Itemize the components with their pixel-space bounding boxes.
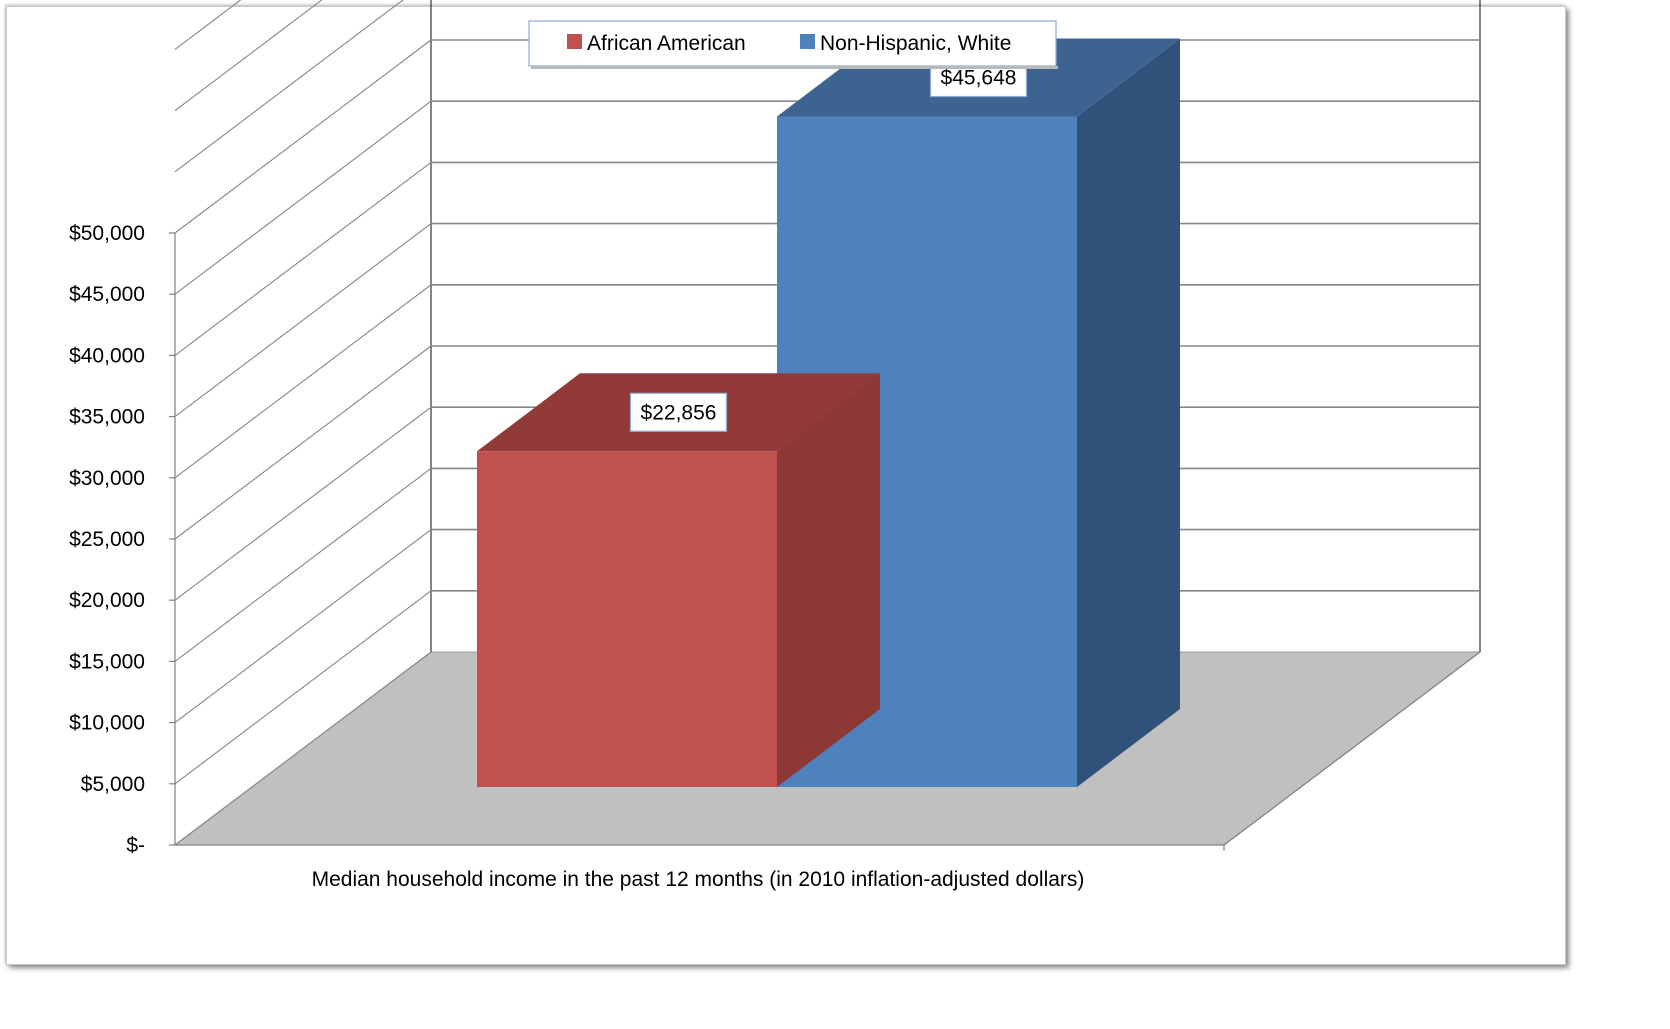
legend-label-african-american: African American <box>587 32 746 55</box>
side-gridline <box>174 0 242 50</box>
side-gridline <box>174 406 432 601</box>
y-tick-label: $25,000 <box>69 528 145 551</box>
data-label-value: $22,856 <box>641 401 717 424</box>
side-gridline <box>174 0 404 173</box>
legend-swatch-non-hispanic-white <box>800 34 815 49</box>
legend-swatch-african-american <box>567 34 582 49</box>
data-label-value: $45,648 <box>941 67 1017 90</box>
y-axis: $- $5,000 $10,000 $15,000 $20,000 $25,000 $30,… <box>69 222 1225 857</box>
data-label-0: $22,856 <box>629 392 728 432</box>
side-gridline <box>174 223 432 418</box>
data-label-box <box>629 392 728 432</box>
y-tick-label: $- <box>126 834 145 857</box>
y-tick-label: $5,000 <box>81 773 145 796</box>
bar-african-american <box>477 373 880 787</box>
side-gridline <box>174 39 432 234</box>
y-tick-label: $50,000 <box>69 222 145 245</box>
legend: African American Non-Hispanic, White <box>528 20 1058 69</box>
y-tick-label: $15,000 <box>69 650 145 673</box>
bar-front-face <box>477 451 777 787</box>
back-wall <box>430 0 1481 652</box>
y-tick-label: $35,000 <box>69 406 145 429</box>
legend-box <box>528 20 1057 67</box>
side-gridline <box>174 590 432 785</box>
side-gridline <box>174 100 432 295</box>
bar-side-face <box>777 373 880 787</box>
x-axis-label: Median household income in the past 12 m… <box>312 868 1085 891</box>
side-gridline <box>174 345 432 540</box>
side-gridline <box>174 284 432 479</box>
side-gridline <box>174 467 432 662</box>
bars <box>477 38 1180 788</box>
y-tick-label: $10,000 <box>69 712 145 735</box>
side-gridline <box>174 161 432 356</box>
y-tick-label: $30,000 <box>69 467 145 490</box>
side-gridline <box>174 529 432 724</box>
bar-side-face <box>1077 38 1180 788</box>
side-gridline <box>174 0 323 112</box>
side-gridline <box>174 651 432 846</box>
floor-right-edge <box>1223 651 1481 846</box>
y-tick-label: $40,000 <box>69 344 145 367</box>
y-tick-label: $45,000 <box>69 283 145 306</box>
legend-shadow <box>531 66 1058 69</box>
y-tick-label: $20,000 <box>69 589 145 612</box>
legend-label-non-hispanic-white: Non-Hispanic, White <box>820 32 1011 55</box>
data-labels: $22,856 $45,648 <box>629 57 1028 432</box>
